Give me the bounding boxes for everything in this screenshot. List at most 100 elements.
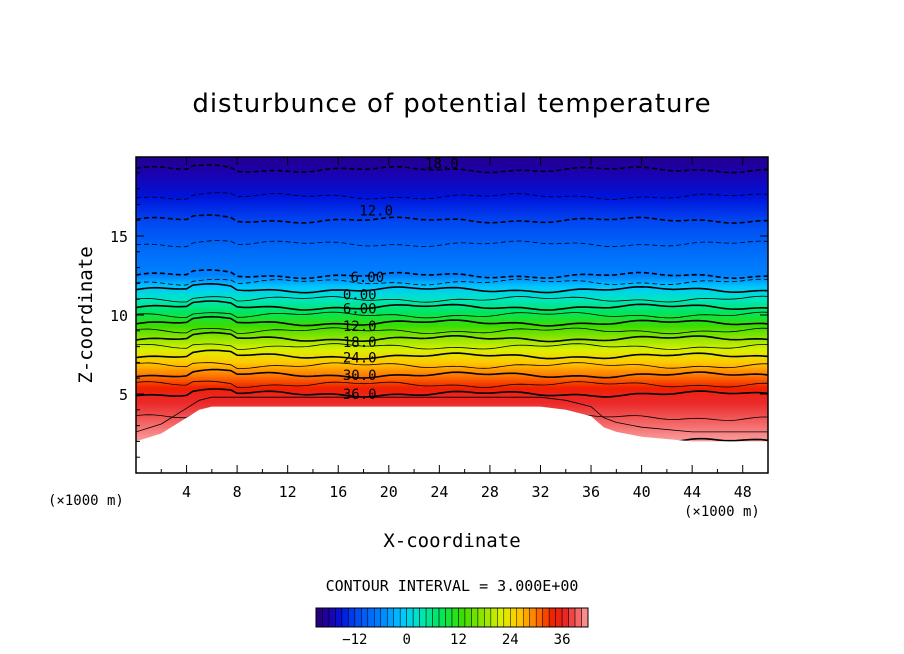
field-band <box>136 293 768 297</box>
field-band <box>136 271 768 275</box>
contour-line <box>136 327 768 335</box>
colorbar-tick-label: 24 <box>502 632 519 648</box>
field-band <box>136 172 768 175</box>
field-band <box>136 404 768 408</box>
field-band <box>136 248 768 251</box>
colorbar-ticks: −12 0 12 24 36 <box>342 632 570 648</box>
field-band <box>136 238 768 242</box>
contour-label: 36.0 <box>343 387 377 403</box>
field-band <box>136 369 768 373</box>
x-unit-right: (×1000 m) <box>684 504 760 520</box>
x-tick-label: 44 <box>683 483 701 501</box>
field-band <box>136 317 768 321</box>
field-band <box>136 237 768 240</box>
field-band <box>136 226 768 229</box>
field-band <box>136 214 768 218</box>
colorbar-cell <box>341 607 349 628</box>
field-band <box>136 327 768 330</box>
field-band <box>136 259 768 262</box>
field-band <box>136 388 768 392</box>
field-band <box>136 311 768 314</box>
field-band <box>136 399 768 403</box>
terrain-fill <box>136 406 768 473</box>
field-band <box>136 169 768 172</box>
contour-label: 18.0 <box>343 335 377 351</box>
field-band <box>136 199 768 202</box>
contour-line <box>136 192 768 200</box>
field-band <box>136 289 768 292</box>
field-band <box>136 393 768 397</box>
contour-line <box>136 349 768 360</box>
field-band <box>136 184 768 188</box>
field-band <box>136 241 768 245</box>
contour-line <box>136 278 768 286</box>
field-band <box>136 401 768 404</box>
field-band <box>136 361 768 365</box>
field-band <box>136 368 768 371</box>
field-band <box>136 278 768 281</box>
x-tick-label: 4 <box>182 483 191 501</box>
field-band <box>136 320 768 324</box>
x-axis-ticks: 4 8 12 16 20 24 28 32 36 40 44 48 <box>160 157 769 501</box>
field-band <box>136 175 768 179</box>
field-band <box>136 306 768 310</box>
field-band <box>136 178 768 182</box>
contour-line <box>136 295 768 303</box>
field-band <box>136 159 768 163</box>
field-band <box>136 325 768 329</box>
colorbar-cell <box>542 607 550 628</box>
field-band <box>136 309 768 313</box>
colorbar-cell <box>419 607 427 628</box>
colorbar-cell <box>484 607 492 628</box>
field-band <box>136 372 768 376</box>
field-band <box>136 366 768 370</box>
colorbar-cell <box>497 607 505 628</box>
field-band <box>136 216 768 220</box>
colorbar-cell <box>477 607 485 628</box>
field-band <box>136 203 768 207</box>
field-band <box>136 284 768 288</box>
contour-line <box>136 300 768 311</box>
field-band <box>136 276 768 280</box>
field-band <box>136 243 768 246</box>
field-band <box>136 200 768 204</box>
colorbar-cell <box>432 607 440 628</box>
field-band <box>136 279 768 283</box>
field-band <box>136 222 768 226</box>
contour-line <box>136 380 768 388</box>
colorbar-cell <box>490 607 498 628</box>
field-band <box>136 157 768 160</box>
field-band <box>136 219 768 223</box>
colorbar-cell <box>471 607 479 628</box>
field-band <box>136 233 768 237</box>
field-band <box>136 165 768 169</box>
colorbar-cell <box>412 607 420 628</box>
field-band <box>136 158 768 161</box>
contour-line <box>136 368 768 379</box>
field-band <box>136 300 768 303</box>
colorbar-cell <box>354 607 362 628</box>
field-band <box>136 268 768 272</box>
contour-line <box>136 388 768 398</box>
field-band <box>136 183 768 186</box>
y-axis-ticks: 5 10 15 <box>110 172 768 458</box>
field-band <box>136 263 768 267</box>
field-band <box>136 292 768 295</box>
field-band <box>136 328 768 332</box>
colorbar-cell <box>380 607 388 628</box>
field-band <box>136 305 768 308</box>
field-band <box>136 374 768 378</box>
field-band <box>136 181 768 185</box>
field-band <box>136 333 768 337</box>
colorbar-tick-label: 0 <box>402 632 410 648</box>
y-axis-label: Z-coordinate <box>75 246 97 383</box>
contour-line <box>136 315 768 327</box>
x-tick-label: 20 <box>380 483 398 501</box>
field-band <box>136 270 768 273</box>
field-band <box>136 211 768 215</box>
field-band <box>136 224 768 228</box>
field-band <box>136 323 768 327</box>
field-band <box>136 385 768 389</box>
field-band <box>136 221 768 224</box>
